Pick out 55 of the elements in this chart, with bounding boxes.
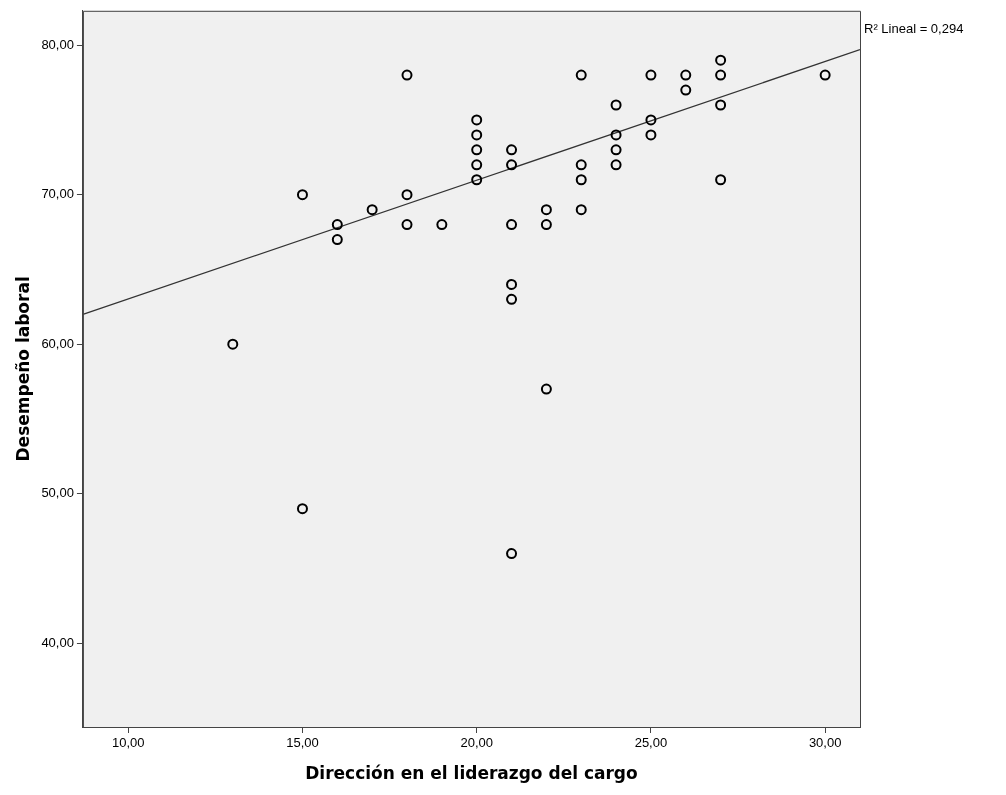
point [471,174,483,186]
point [331,219,343,231]
point [715,99,727,111]
y-tick-label: 80,00 [41,36,74,52]
point [471,159,483,171]
point [506,159,518,171]
point [645,129,657,141]
point [645,114,657,126]
point [471,144,483,156]
y-tick-label: 50,00 [41,485,74,501]
point [506,278,518,290]
point [331,234,343,246]
y-tick-label: 60,00 [41,335,74,351]
point [471,114,483,126]
x-tick-label: 15,00 [286,735,319,751]
x-tick-label: 25,00 [634,735,668,751]
point [506,293,518,305]
y-tick-label: 40,00 [41,634,74,650]
point [819,69,831,81]
y-axis-title: Desempeño laboral [12,276,33,462]
text: R² Lineal = 0,294 [864,20,964,36]
point [575,204,587,216]
point [575,159,587,171]
point [680,84,692,96]
point [471,129,483,141]
y-tick-label: 70,00 [41,186,74,202]
point [436,219,448,231]
point [401,69,413,81]
point [715,174,727,186]
point [610,159,622,171]
x-tick-label: 10,00 [111,735,145,751]
point [715,54,727,66]
point [575,69,587,81]
x-tick-label: 20,00 [460,735,493,751]
point [540,204,552,216]
point [645,69,657,81]
point [540,219,552,231]
point [680,69,692,81]
point [540,383,552,395]
point [506,219,518,231]
x-tick-label: 30,00 [808,735,842,751]
point [296,189,308,201]
point [610,129,622,141]
x-axis-title: Dirección en el liderazgo del cargo [305,763,638,784]
point [366,204,378,216]
point [506,144,518,156]
point [296,503,308,515]
point [575,174,587,186]
point [715,69,727,81]
point [610,99,622,111]
point [227,338,239,350]
point [401,219,413,231]
point [506,548,518,560]
point [401,189,413,201]
point [610,144,622,156]
